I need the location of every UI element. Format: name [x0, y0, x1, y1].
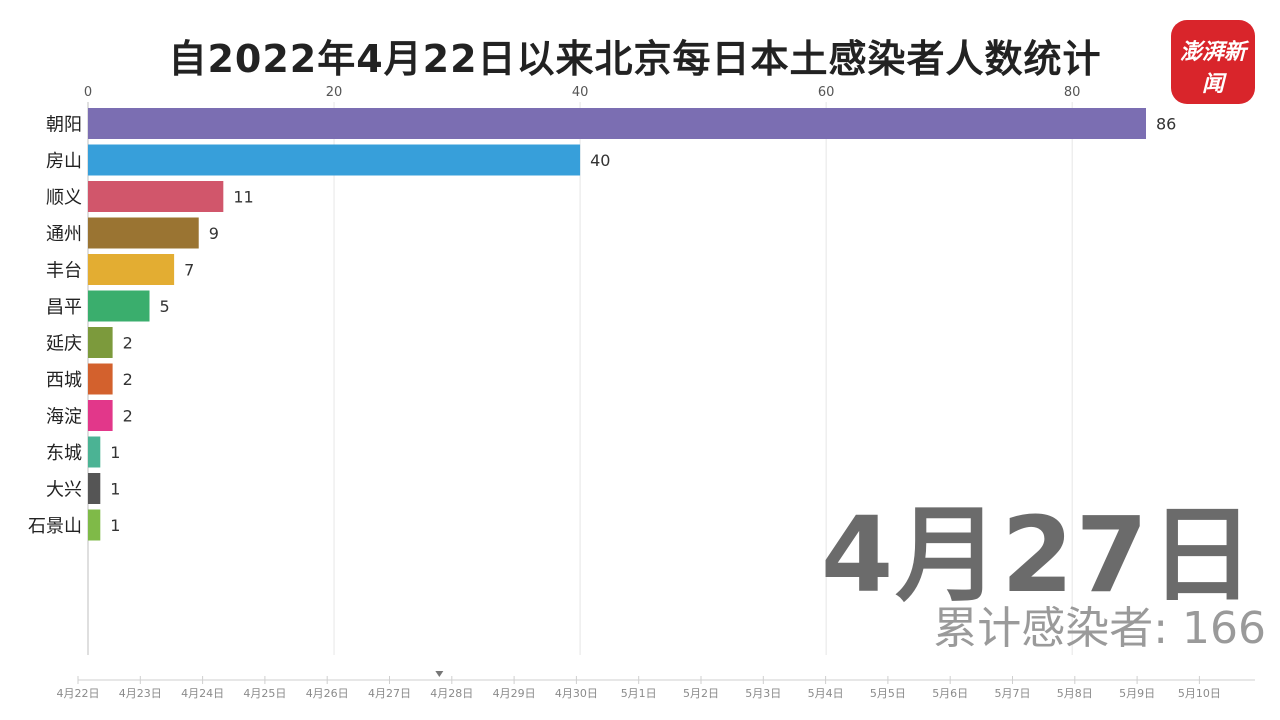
- value-label: 1: [110, 480, 120, 499]
- value-label: 2: [123, 334, 133, 353]
- timeline-date-label: 4月25日: [243, 687, 286, 700]
- total-label: 累计感染者: [933, 603, 1154, 654]
- bar: [88, 144, 581, 176]
- total-infected-label: 累计感染者: 166: [933, 603, 1266, 654]
- timeline-marker-icon: [435, 671, 444, 677]
- value-label: 9: [209, 224, 219, 243]
- value-label: 1: [110, 443, 120, 462]
- x-tick-label: 20: [326, 85, 343, 100]
- value-label: 40: [590, 151, 610, 170]
- timeline-date-label: 5月5日: [870, 687, 906, 700]
- timeline-date-label: 4月24日: [181, 687, 224, 700]
- bar: [88, 473, 101, 504]
- category-label: 丰台: [46, 261, 82, 282]
- timeline-date-label: 5月9日: [1119, 687, 1155, 700]
- timeline-date-label: 5月7日: [995, 687, 1031, 700]
- value-label: 86: [1156, 115, 1176, 134]
- category-label: 顺义: [46, 188, 82, 209]
- bar: [88, 108, 1146, 139]
- category-label: 延庆: [46, 334, 82, 355]
- timeline-date-label: 4月27日: [368, 687, 411, 700]
- timeline-date-label: 4月26日: [306, 687, 349, 700]
- timeline-date-label: 5月4日: [808, 687, 844, 700]
- logo-line2: 北京时间: [1180, 106, 1245, 125]
- category-label: 大兴: [46, 480, 82, 501]
- timeline-date-label: 4月23日: [119, 687, 162, 700]
- bar: [88, 363, 113, 395]
- category-label: 房山: [46, 151, 82, 172]
- x-tick-label: 40: [572, 85, 589, 100]
- category-label: 昌平: [46, 297, 82, 318]
- chart-title: 自2022年4月22日以来北京每日本土感染者人数统计: [168, 37, 1102, 81]
- timeline-date-label: 5月8日: [1057, 687, 1093, 700]
- category-label: 西城: [46, 370, 82, 391]
- category-label: 朝阳: [46, 115, 82, 136]
- x-tick-label: 0: [84, 85, 92, 100]
- timeline-date-label: 5月6日: [932, 687, 968, 700]
- category-label: 石景山: [28, 516, 82, 537]
- timeline-date-label: 5月10日: [1178, 687, 1221, 700]
- bar: [88, 290, 150, 322]
- timeline-date-label: 4月22日: [57, 687, 100, 700]
- logo-line1: 澎湃新闻: [1179, 40, 1246, 97]
- bar: [88, 400, 113, 431]
- bar: [88, 217, 199, 249]
- bar: [88, 327, 113, 358]
- value-label: 11: [233, 188, 253, 207]
- timeline-date-label: 5月1日: [621, 687, 657, 700]
- category-label: 东城: [46, 443, 82, 464]
- value-label: 2: [123, 407, 133, 426]
- category-label: 通州: [46, 224, 82, 245]
- current-date-label: 4月27日: [820, 494, 1256, 616]
- value-label: 1: [110, 516, 120, 535]
- publisher-logo: 澎湃新闻 北京时间: [1171, 20, 1255, 125]
- value-label: 5: [160, 297, 170, 316]
- value-label: 2: [123, 370, 133, 389]
- total-value: 166: [1182, 603, 1266, 654]
- timeline-date-label: 4月29日: [493, 687, 536, 700]
- bar: [88, 254, 175, 285]
- timeline-date-label: 5月3日: [745, 687, 781, 700]
- bar: [88, 181, 224, 212]
- timeline-date-label: 4月30日: [555, 687, 598, 700]
- value-label: 7: [184, 261, 194, 280]
- bar: [88, 509, 101, 541]
- x-tick-label: 60: [818, 85, 835, 100]
- bar: [88, 436, 101, 468]
- category-label: 海淀: [46, 407, 82, 428]
- timeline-date-label: 4月28日: [430, 687, 473, 700]
- timeline-date-label: 5月2日: [683, 687, 719, 700]
- x-tick-label: 80: [1064, 85, 1081, 100]
